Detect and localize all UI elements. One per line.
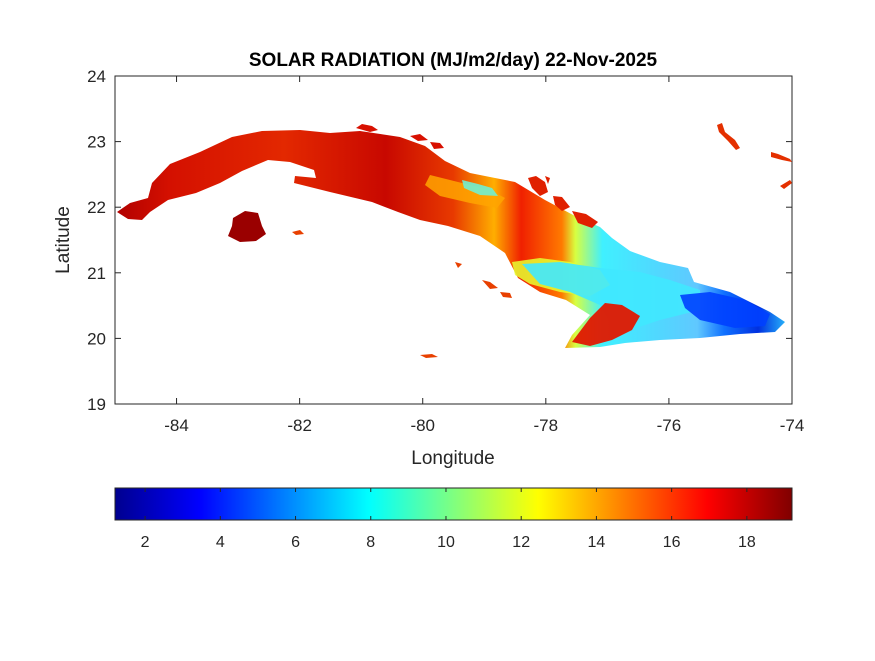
y-tick-label: 24 (87, 67, 106, 86)
sabana-camaguey-cays (528, 176, 598, 228)
y-tick-label: 23 (87, 133, 106, 152)
y-axis-title: Latitude (53, 206, 74, 274)
colorbar-tick-label: 8 (366, 534, 375, 551)
central-orange-band (425, 175, 505, 208)
southeast-red-lobe (572, 303, 640, 346)
x-tick-label: -82 (287, 416, 312, 435)
x-tick-label: -80 (410, 416, 435, 435)
colorbar-tick-label: 12 (512, 534, 530, 551)
y-tick-label: 20 (87, 329, 106, 348)
y-tick-label: 19 (87, 395, 106, 414)
north-cays (356, 124, 444, 149)
y-tick-label: 22 (87, 198, 106, 217)
x-tick-label: -74 (780, 416, 805, 435)
y-axis: 19 20 21 22 23 24 (87, 67, 792, 414)
central-cyan-band (462, 180, 498, 196)
x-tick-label: -84 (164, 416, 189, 435)
colorbar-tick-label: 6 (291, 534, 300, 551)
colorbar-tick-label: 2 (141, 534, 150, 551)
bahamas-islands (717, 123, 792, 189)
x-tick-label: -78 (534, 416, 559, 435)
chart-title: SOLAR RADIATION (MJ/m2/day) 22-Nov-2025 (249, 50, 658, 71)
x-tick-label: -76 (657, 416, 682, 435)
x-axis: -84 -82 -80 -78 -76 -74 (164, 76, 804, 435)
colorbar-tick-label: 4 (216, 534, 225, 551)
isla-de-la-juventud (228, 211, 266, 242)
colorbar-tick-label: 16 (663, 534, 681, 551)
x-axis-title: Longitude (411, 448, 494, 469)
eastern-blue-core (680, 292, 770, 328)
eastern-cyan-core (522, 262, 700, 330)
y-tick-label: 21 (87, 264, 106, 283)
colorbar (114, 487, 793, 521)
colorbar-tick-label: 14 (588, 534, 606, 551)
colorbar-tick-label: 10 (437, 534, 455, 551)
plot-area (114, 75, 793, 405)
map-layer (117, 123, 792, 358)
colorbar-ticks: 2 4 6 8 10 12 14 16 18 (141, 488, 756, 551)
colorbar-tick-label: 18 (738, 534, 756, 551)
